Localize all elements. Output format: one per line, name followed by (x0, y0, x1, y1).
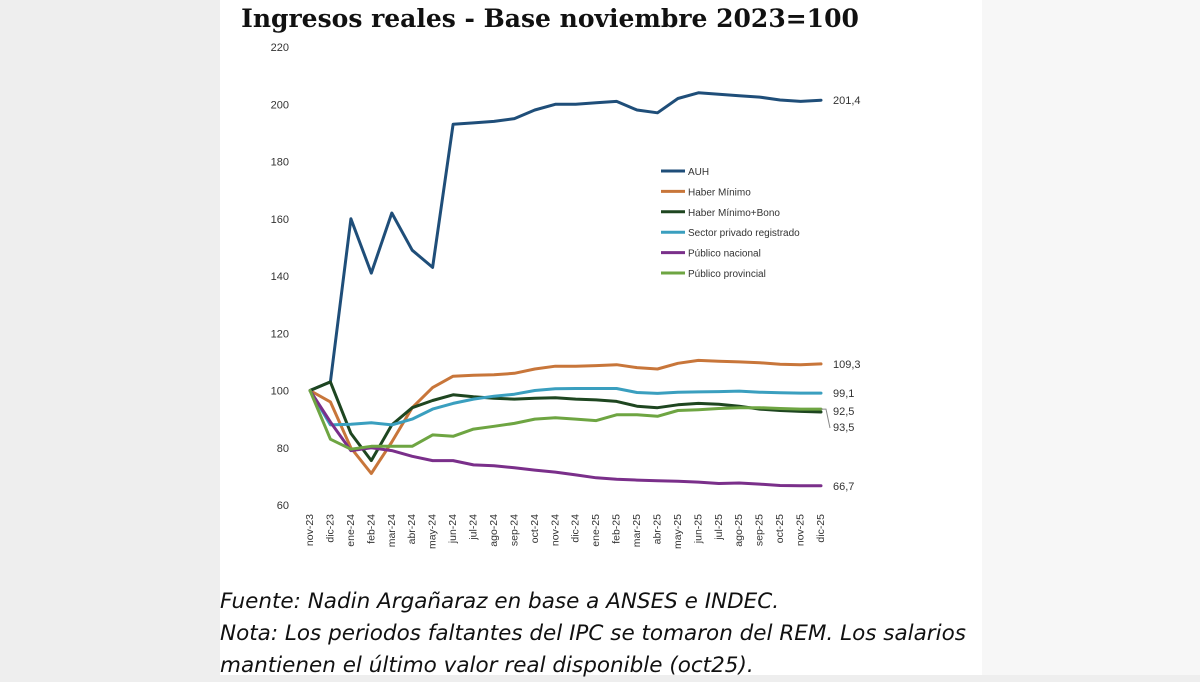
legend-label: AUH (688, 167, 709, 178)
y-tick-label: 100 (271, 386, 289, 398)
y-tick-label: 180 (271, 157, 289, 169)
legend-label: Sector privado registrado (688, 228, 800, 239)
x-tick-label: mar-24 (386, 514, 398, 547)
x-tick-label: oct-24 (529, 514, 541, 543)
y-tick-label: 140 (271, 271, 289, 283)
x-tick-label: ago-24 (488, 514, 500, 547)
x-tick-label: sep-25 (754, 514, 766, 546)
chart-title: Ingresos reales - Base noviembre 2023=10… (241, 4, 859, 33)
legend: AUH Haber Mínimo Haber Mínimo+Bono Sector p… (661, 167, 800, 280)
series-line (308, 389, 823, 488)
legend-label: Haber Mínimo (688, 187, 751, 198)
legend-label: Público provincial (688, 269, 766, 280)
end-labels: 201,4 109,3 92,5 99,1 66,7 93,5 (821, 95, 861, 493)
x-tick-label: ago-25 (733, 514, 745, 547)
y-tick-label: 160 (271, 214, 289, 226)
series-line (308, 358, 823, 475)
legend-label: Haber Mínimo+Bono (688, 208, 780, 219)
x-tick-label: nov-24 (549, 514, 561, 546)
x-tick-label: oct-25 (774, 514, 786, 543)
end-label: 92,5 (833, 406, 854, 418)
x-tick-label: abr-24 (406, 514, 418, 545)
series-line (308, 91, 823, 392)
background-margin (982, 0, 1200, 675)
end-label: 66,7 (833, 481, 854, 493)
series-line (308, 389, 823, 451)
x-tick-label: jun-25 (692, 514, 704, 544)
method-note-line1: Nota: Los periodos faltantes del IPC se … (220, 621, 966, 646)
method-note-line2: mantienen el último valor real disponibl… (220, 653, 754, 678)
chart-panel (220, 0, 982, 675)
x-tick-label: may-24 (427, 514, 439, 549)
series-lines (308, 91, 823, 488)
series-line (308, 387, 823, 427)
x-tick-label: nov-23 (304, 514, 316, 546)
y-tick-label: 120 (271, 328, 289, 340)
x-axis: nov-23 dic-23 ene-24 feb-24 mar-24 abr-24 may-… (304, 514, 827, 549)
x-tick-label: sep-24 (508, 514, 520, 546)
x-tick-label: nov-25 (795, 514, 807, 546)
x-tick-label: dic-24 (570, 514, 582, 543)
x-tick-label: jul-25 (713, 514, 725, 541)
end-label: 99,1 (833, 388, 854, 400)
footer: Fuente: Nadin Argañaraz en base a ANSES … (220, 586, 1000, 682)
y-tick-label: 200 (271, 99, 289, 111)
end-label: 93,5 (833, 422, 854, 434)
x-tick-label: ene-25 (590, 514, 602, 547)
y-tick-label: 60 (277, 500, 289, 512)
y-tick-label: 80 (277, 443, 289, 455)
x-tick-label: feb-24 (365, 514, 377, 544)
end-label: 109,3 (833, 359, 861, 371)
x-tick-label: feb-25 (611, 514, 623, 544)
x-tick-label: mar-25 (631, 514, 643, 547)
end-label-leader (821, 408, 831, 429)
x-tick-label: jul-24 (468, 514, 480, 541)
x-tick-label: may-25 (672, 514, 684, 549)
y-axis: 60 80 100 120 140 160 180 200 220 (271, 42, 289, 512)
legend-label: Público nacional (688, 249, 761, 260)
x-tick-label: abr-25 (651, 514, 663, 545)
x-tick-label: ene-24 (345, 514, 357, 547)
x-tick-label: dic-25 (815, 514, 827, 543)
end-label: 201,4 (833, 95, 861, 107)
x-tick-label: dic-23 (324, 514, 336, 543)
source-note: Fuente: Nadin Argañaraz en base a ANSES … (220, 589, 780, 614)
x-tick-label: jun-24 (447, 514, 459, 544)
series-line (308, 380, 823, 463)
y-tick-label: 220 (271, 42, 289, 54)
